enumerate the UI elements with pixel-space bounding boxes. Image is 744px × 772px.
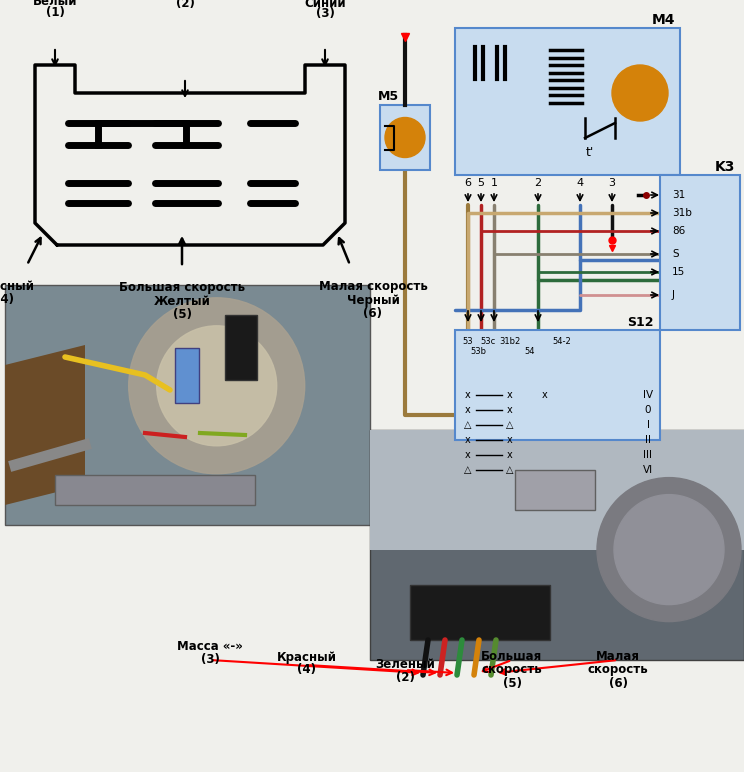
Text: (1): (1) xyxy=(45,6,65,19)
Text: M4: M4 xyxy=(652,13,675,27)
Text: x: x xyxy=(542,390,548,400)
Text: (3): (3) xyxy=(315,7,335,20)
Text: 31b: 31b xyxy=(672,208,692,218)
Text: M5: M5 xyxy=(378,90,399,103)
Polygon shape xyxy=(5,345,85,505)
Text: Синий: Синий xyxy=(304,0,346,10)
Text: 54: 54 xyxy=(525,347,535,357)
Text: 0: 0 xyxy=(645,405,651,415)
Text: 6: 6 xyxy=(464,178,472,188)
Text: I: I xyxy=(647,420,650,430)
Text: 4: 4 xyxy=(577,178,583,188)
Bar xyxy=(515,470,595,510)
Text: Большая скорость: Большая скорость xyxy=(119,281,245,294)
Text: x: x xyxy=(507,450,513,460)
Text: (6): (6) xyxy=(609,676,627,689)
Text: III: III xyxy=(644,450,652,460)
Text: Малая скорость: Малая скорость xyxy=(318,280,428,293)
Text: 2: 2 xyxy=(534,178,542,188)
Circle shape xyxy=(385,117,425,157)
Bar xyxy=(175,348,199,403)
Bar xyxy=(455,330,660,440)
Text: x: x xyxy=(507,435,513,445)
Text: Зеленый: Зеленый xyxy=(375,659,435,672)
Text: 31b2: 31b2 xyxy=(499,337,521,347)
Text: Красный: Красный xyxy=(277,651,337,663)
Text: 53c: 53c xyxy=(481,337,496,347)
Text: (5): (5) xyxy=(173,308,191,321)
Circle shape xyxy=(157,326,277,445)
Text: скорость: скорость xyxy=(481,663,542,676)
Text: 86: 86 xyxy=(672,226,685,236)
Circle shape xyxy=(614,495,724,604)
Text: x: x xyxy=(507,390,513,400)
Text: x: x xyxy=(465,435,471,445)
Text: x: x xyxy=(465,405,471,415)
Text: Черный: Черный xyxy=(347,294,400,307)
Text: 3: 3 xyxy=(609,178,615,188)
Bar xyxy=(455,28,680,175)
Bar xyxy=(410,585,550,640)
Text: (2): (2) xyxy=(396,672,414,685)
Text: (5): (5) xyxy=(502,676,522,689)
Text: △: △ xyxy=(506,420,514,430)
Text: 1: 1 xyxy=(490,178,498,188)
Text: △: △ xyxy=(506,465,514,475)
Text: скорость: скорость xyxy=(588,663,648,676)
Text: 15: 15 xyxy=(672,267,685,277)
Bar xyxy=(380,105,430,170)
Text: (2): (2) xyxy=(176,0,194,10)
Text: II: II xyxy=(645,435,651,445)
Text: Желтый: Желтый xyxy=(153,295,211,308)
Bar xyxy=(370,430,744,660)
Text: (4): (4) xyxy=(0,293,14,306)
Text: (3): (3) xyxy=(201,654,219,666)
Text: Белый: Белый xyxy=(33,0,77,8)
Text: x: x xyxy=(465,390,471,400)
Text: t': t' xyxy=(586,147,594,160)
Circle shape xyxy=(597,478,741,621)
Text: IV: IV xyxy=(643,390,653,400)
Text: Красный: Красный xyxy=(0,280,35,293)
Text: x: x xyxy=(507,405,513,415)
Text: 53: 53 xyxy=(463,337,473,347)
Text: 53b: 53b xyxy=(470,347,486,357)
Text: K3: K3 xyxy=(715,160,735,174)
Text: △: △ xyxy=(464,465,472,475)
Bar xyxy=(55,475,255,505)
Circle shape xyxy=(129,298,305,474)
Text: Масса «-»: Масса «-» xyxy=(177,641,243,654)
Text: Большая: Большая xyxy=(481,651,542,663)
Bar xyxy=(225,315,257,380)
Text: x: x xyxy=(465,450,471,460)
Bar xyxy=(660,175,740,330)
Text: 54-2: 54-2 xyxy=(553,337,571,347)
Text: S: S xyxy=(672,249,679,259)
Text: 31: 31 xyxy=(672,190,685,200)
Bar xyxy=(5,285,370,525)
Text: J: J xyxy=(672,290,675,300)
Text: (4): (4) xyxy=(298,663,316,676)
Text: S12: S12 xyxy=(626,316,653,329)
Bar xyxy=(370,430,744,550)
Text: (6): (6) xyxy=(364,307,382,320)
Text: △: △ xyxy=(464,420,472,430)
Text: VI: VI xyxy=(643,465,653,475)
Circle shape xyxy=(612,65,668,121)
Text: 5: 5 xyxy=(478,178,484,188)
Text: Малая: Малая xyxy=(596,651,640,663)
